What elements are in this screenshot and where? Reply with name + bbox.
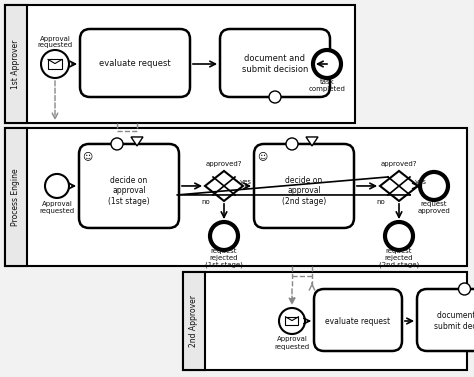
FancyBboxPatch shape (79, 144, 179, 228)
Text: Approval
requested: Approval requested (39, 201, 74, 215)
Circle shape (210, 222, 238, 250)
Circle shape (45, 174, 69, 198)
Text: yes: yes (415, 179, 427, 185)
Text: task
completed: task completed (309, 80, 346, 92)
FancyBboxPatch shape (80, 29, 190, 97)
Text: request
rejected
(2nd stage): request rejected (2nd stage) (379, 248, 419, 268)
Circle shape (420, 172, 448, 200)
Bar (5, 128, 27, 266)
Text: no: no (377, 199, 385, 205)
Circle shape (269, 91, 281, 103)
Polygon shape (131, 137, 143, 146)
Circle shape (286, 138, 298, 150)
Circle shape (313, 50, 341, 78)
Text: request
approved: request approved (418, 201, 450, 215)
Text: Process Engine: Process Engine (11, 168, 20, 226)
FancyBboxPatch shape (417, 289, 474, 351)
Text: ☺: ☺ (82, 151, 92, 161)
FancyBboxPatch shape (220, 29, 330, 97)
Text: decide on
approval
(1st stage): decide on approval (1st stage) (108, 176, 150, 206)
Bar (285, 317, 299, 325)
Text: approved?: approved? (381, 161, 417, 167)
Text: 2nd Approver: 2nd Approver (190, 295, 199, 347)
Bar (48, 60, 62, 69)
Circle shape (41, 50, 69, 78)
Text: no: no (201, 199, 210, 205)
Bar (183, 272, 205, 370)
FancyBboxPatch shape (254, 144, 354, 228)
Text: approved?: approved? (206, 161, 242, 167)
Polygon shape (205, 171, 243, 201)
Text: Approval
requested: Approval requested (274, 337, 310, 349)
Polygon shape (380, 171, 418, 201)
Text: document and
submit decision: document and submit decision (434, 311, 474, 331)
FancyBboxPatch shape (314, 289, 402, 351)
Text: yes: yes (240, 179, 252, 185)
Bar (5, 5, 355, 123)
Text: ☺: ☺ (257, 151, 267, 161)
Bar (5, 128, 467, 266)
Circle shape (458, 283, 471, 295)
Text: document and
submit decision: document and submit decision (242, 54, 308, 74)
Bar (5, 5, 27, 123)
Circle shape (111, 138, 123, 150)
Text: Approval
requested: Approval requested (37, 35, 73, 49)
Circle shape (385, 222, 413, 250)
Text: evaluate request: evaluate request (99, 60, 171, 69)
Bar (183, 272, 467, 370)
Text: evaluate request: evaluate request (326, 317, 391, 325)
Text: 1st Approver: 1st Approver (11, 39, 20, 89)
Polygon shape (306, 137, 318, 146)
Text: decide on
approval
(2nd stage): decide on approval (2nd stage) (282, 176, 326, 206)
Circle shape (279, 308, 305, 334)
Text: request
rejected
(1st stage): request rejected (1st stage) (205, 248, 243, 268)
